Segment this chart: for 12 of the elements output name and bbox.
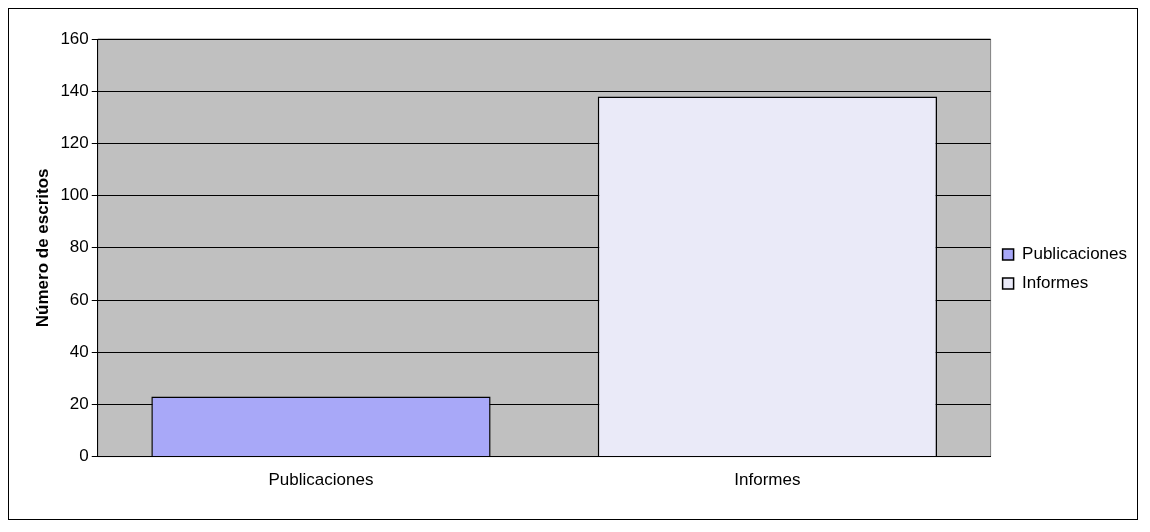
- y-tick-label: 80: [69, 237, 89, 257]
- y-tick-label: 160: [60, 28, 89, 48]
- y-tick-label: 60: [69, 289, 89, 309]
- y-tick-label: 120: [60, 133, 89, 153]
- y-tick-label: 140: [60, 80, 89, 100]
- y-axis-title: Número de escritos: [32, 168, 52, 328]
- y-tick-label: 0: [79, 446, 89, 466]
- y-tick-label: 100: [60, 185, 89, 205]
- legend-label: Publicaciones: [1022, 244, 1128, 264]
- y-tick-label: 40: [69, 341, 89, 361]
- legend-label: Informes: [1022, 273, 1089, 293]
- y-tick-label: 20: [69, 394, 89, 414]
